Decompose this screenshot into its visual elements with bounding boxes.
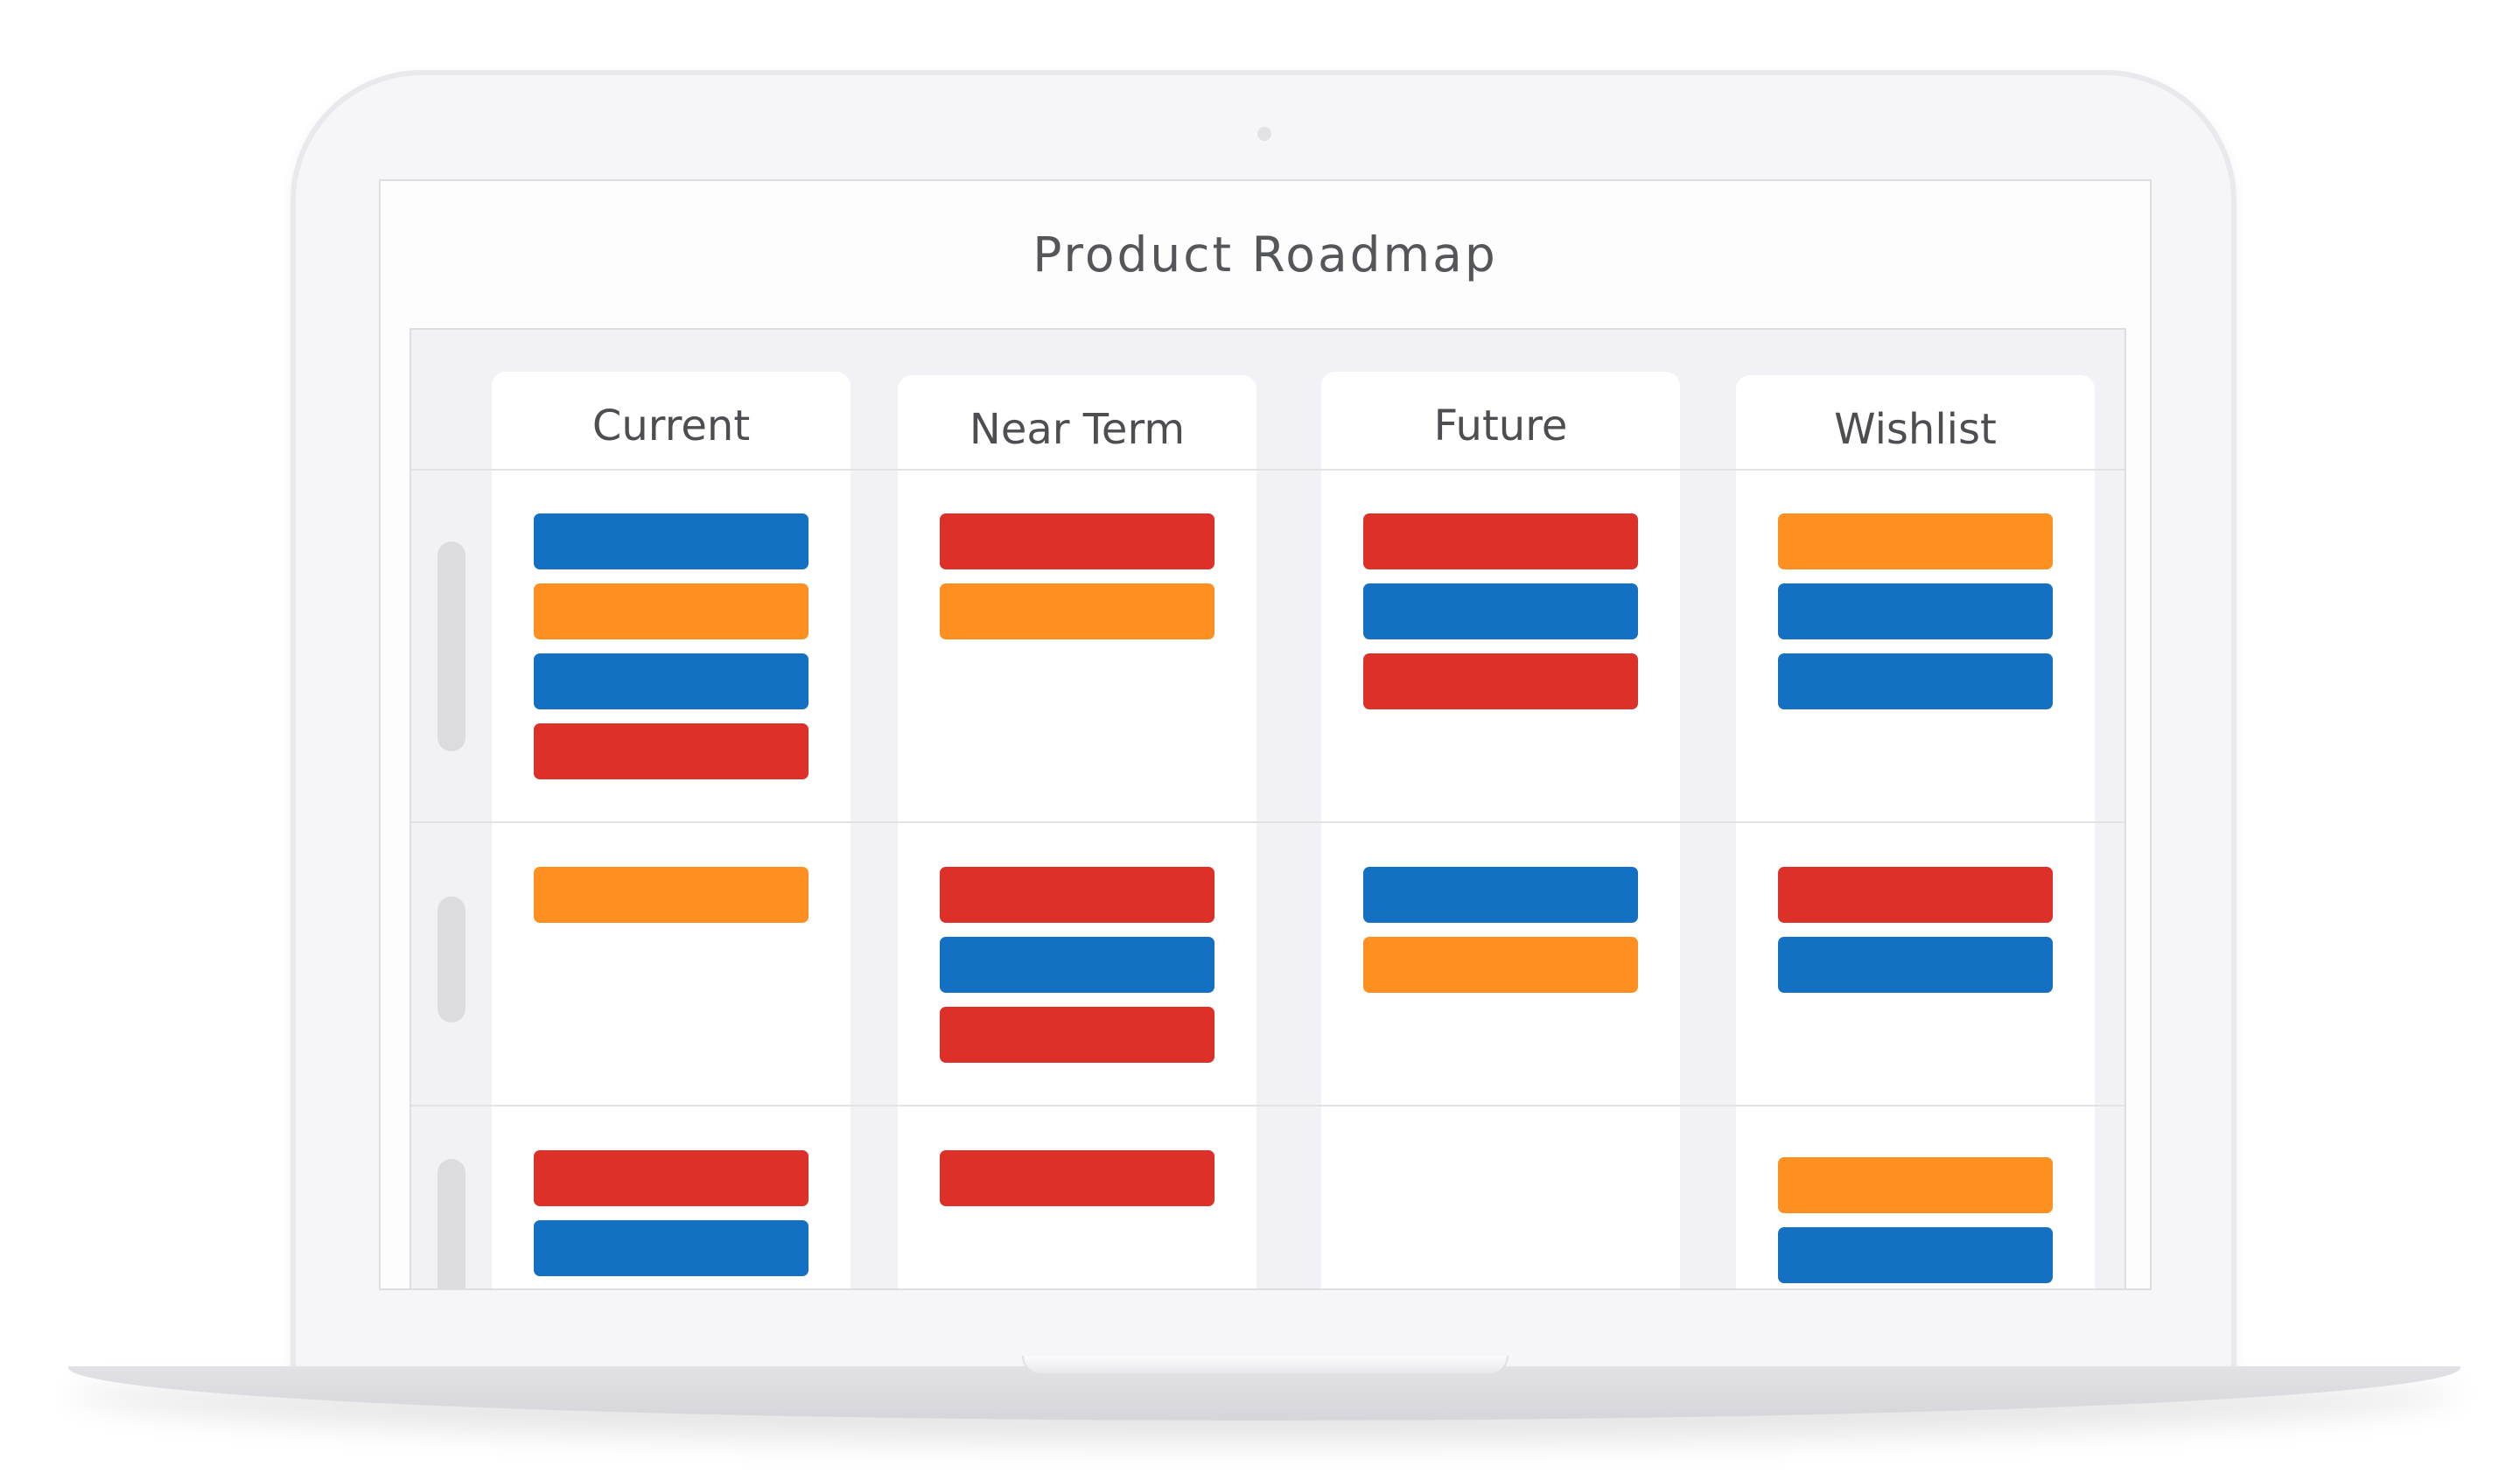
laptop-screen: Product Roadmap Current Near Term Future… — [379, 179, 2152, 1290]
roadmap-card-current-red[interactable] — [534, 723, 808, 779]
roadmap-card-current-blue[interactable] — [534, 653, 808, 709]
roadmap-card-wishlist-blue[interactable] — [1778, 937, 2053, 993]
column-header-near-term: Near Term — [969, 405, 1186, 454]
roadmap-card-current-blue[interactable] — [534, 513, 808, 569]
camera-dot — [1257, 127, 1271, 141]
roadmap-card-near-term-red[interactable] — [940, 513, 1214, 569]
roadmap-card-wishlist-orange[interactable] — [1778, 1157, 2053, 1213]
lane-divider — [411, 1105, 2124, 1107]
page-title: Product Roadmap — [1032, 227, 1498, 283]
roadmap-card-wishlist-orange[interactable] — [1778, 513, 2053, 569]
column-wishlist[interactable]: Wishlist — [1736, 375, 2095, 1288]
roadmap-card-current-blue[interactable] — [534, 1220, 808, 1276]
roadmap-card-wishlist-blue[interactable] — [1778, 653, 2053, 709]
roadmap-card-near-term-red[interactable] — [940, 1150, 1214, 1206]
header-divider — [411, 469, 2124, 471]
roadmap-card-future-blue[interactable] — [1363, 867, 1638, 923]
roadmap-card-wishlist-red[interactable] — [1778, 867, 2053, 923]
roadmap-card-future-red[interactable] — [1363, 653, 1638, 709]
roadmap-card-near-term-orange[interactable] — [940, 583, 1214, 639]
lane-drag-handle[interactable] — [438, 541, 466, 751]
roadmap-card-near-term-red[interactable] — [940, 1007, 1214, 1063]
roadmap-card-future-orange[interactable] — [1363, 937, 1638, 993]
column-header-current: Current — [592, 401, 751, 450]
roadmap-card-current-red[interactable] — [534, 1150, 808, 1206]
roadmap-card-current-orange[interactable] — [534, 867, 808, 923]
roadmap-card-near-term-red[interactable] — [940, 867, 1214, 923]
column-header-wishlist: Wishlist — [1834, 405, 1997, 454]
roadmap-board: Current Near Term Future Wishlist — [410, 328, 2126, 1288]
lane-drag-handle[interactable] — [438, 1159, 466, 1288]
roadmap-card-near-term-blue[interactable] — [940, 937, 1214, 993]
roadmap-card-wishlist-blue[interactable] — [1778, 1227, 2053, 1283]
laptop-base-notch — [1022, 1356, 1508, 1375]
roadmap-card-wishlist-blue[interactable] — [1778, 583, 2053, 639]
roadmap-card-future-red[interactable] — [1363, 513, 1638, 569]
column-header-future: Future — [1433, 401, 1568, 450]
column-future[interactable]: Future — [1321, 372, 1680, 1288]
lane-drag-handle[interactable] — [438, 897, 466, 1023]
lane-divider — [411, 821, 2124, 823]
roadmap-card-future-blue[interactable] — [1363, 583, 1638, 639]
roadmap-card-current-orange[interactable] — [534, 583, 808, 639]
